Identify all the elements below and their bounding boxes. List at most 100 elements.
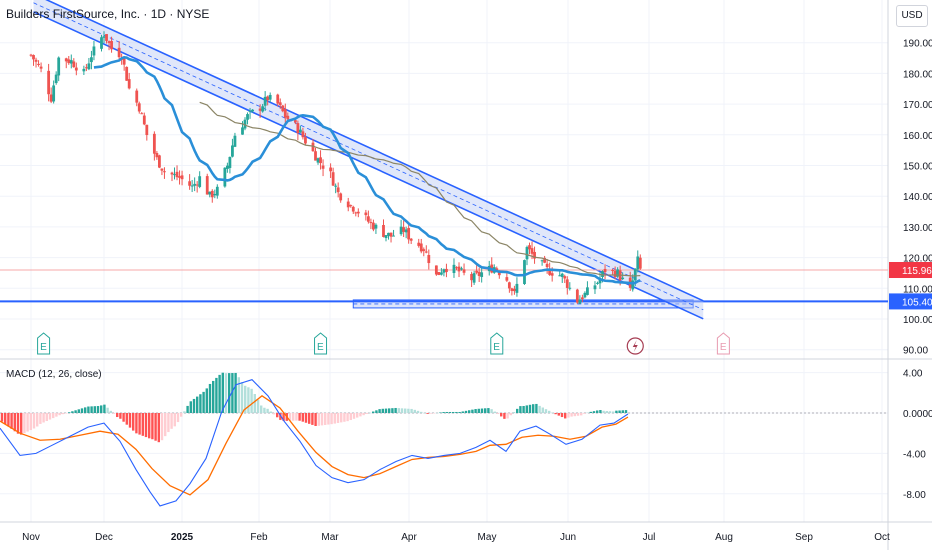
candle[interactable]	[268, 94, 272, 100]
candle[interactable]	[319, 157, 322, 164]
candle[interactable]	[382, 224, 385, 237]
candle[interactable]	[261, 106, 265, 112]
candle[interactable]	[346, 201, 350, 208]
candle[interactable]	[462, 269, 466, 273]
candle[interactable]	[49, 94, 53, 102]
candle[interactable]	[424, 251, 428, 253]
candle[interactable]	[586, 287, 589, 295]
candle[interactable]	[102, 36, 106, 38]
candle[interactable]	[613, 270, 617, 278]
candle[interactable]	[90, 57, 93, 63]
candle[interactable]	[510, 288, 514, 292]
candle[interactable]	[593, 285, 597, 290]
candle[interactable]	[334, 185, 338, 187]
dividend-marker[interactable]	[626, 337, 644, 355]
candle[interactable]	[188, 181, 192, 186]
candle[interactable]	[215, 186, 219, 196]
candle[interactable]	[369, 222, 373, 224]
candle[interactable]	[349, 205, 353, 207]
earnings-marker[interactable]: E	[490, 332, 504, 355]
candle[interactable]	[374, 224, 378, 229]
candle[interactable]	[213, 194, 217, 196]
candle[interactable]	[568, 287, 572, 289]
candle[interactable]	[351, 206, 355, 212]
candle[interactable]	[210, 190, 214, 198]
candle[interactable]	[125, 66, 129, 81]
candle[interactable]	[427, 254, 431, 264]
candle[interactable]	[251, 109, 254, 112]
candle[interactable]	[173, 174, 176, 176]
candle[interactable]	[69, 60, 73, 64]
candle[interactable]	[72, 61, 76, 68]
candle[interactable]	[301, 131, 305, 138]
candle[interactable]	[434, 265, 438, 275]
candle[interactable]	[329, 167, 333, 172]
candle[interactable]	[137, 103, 141, 112]
candle[interactable]	[208, 191, 212, 195]
candle[interactable]	[575, 289, 579, 303]
candle[interactable]	[497, 272, 501, 276]
candle[interactable]	[457, 266, 461, 272]
candle[interactable]	[296, 123, 300, 134]
trend-channel-upper[interactable]	[34, 0, 704, 302]
candle[interactable]	[513, 288, 516, 292]
candle[interactable]	[105, 34, 108, 41]
candle[interactable]	[32, 55, 35, 60]
candle[interactable]	[387, 232, 390, 236]
candle[interactable]	[439, 272, 443, 275]
candle[interactable]	[225, 165, 229, 169]
candle[interactable]	[314, 151, 317, 161]
candle[interactable]	[598, 277, 602, 284]
candle[interactable]	[339, 193, 343, 201]
candle[interactable]	[603, 268, 607, 273]
candle[interactable]	[286, 115, 290, 120]
candle[interactable]	[160, 168, 164, 171]
candle[interactable]	[470, 274, 474, 281]
candle[interactable]	[228, 156, 232, 168]
candle[interactable]	[178, 176, 181, 178]
candle[interactable]	[578, 299, 582, 304]
candle[interactable]	[193, 183, 197, 186]
candle[interactable]	[246, 114, 249, 120]
candle[interactable]	[170, 172, 174, 175]
candle[interactable]	[163, 171, 166, 173]
candle[interactable]	[142, 115, 146, 125]
candle[interactable]	[560, 273, 564, 277]
candle[interactable]	[392, 235, 395, 237]
candle[interactable]	[175, 171, 179, 178]
candle[interactable]	[198, 176, 202, 187]
candle[interactable]	[67, 59, 71, 64]
last-price-label[interactable]: 115.96	[889, 262, 932, 279]
candle[interactable]	[84, 67, 88, 69]
candle[interactable]	[372, 222, 375, 230]
candle[interactable]	[321, 165, 325, 169]
candle[interactable]	[505, 277, 509, 281]
candle[interactable]	[533, 251, 536, 259]
candle[interactable]	[460, 268, 463, 270]
candle[interactable]	[631, 280, 635, 290]
candle[interactable]	[422, 249, 426, 251]
candle[interactable]	[366, 216, 370, 222]
candle[interactable]	[336, 187, 340, 193]
candle[interactable]	[100, 37, 103, 49]
candle[interactable]	[195, 184, 199, 186]
candle[interactable]	[580, 297, 584, 300]
candle[interactable]	[611, 269, 615, 271]
earnings-marker[interactable]: E	[314, 332, 328, 355]
candle[interactable]	[596, 282, 599, 284]
candle[interactable]	[409, 238, 413, 241]
macd-indicator-label[interactable]: MACD (12, 26, close)	[6, 369, 102, 380]
candle[interactable]	[122, 57, 126, 65]
candle[interactable]	[298, 129, 302, 133]
candle[interactable]	[57, 57, 61, 76]
candle[interactable]	[545, 263, 549, 268]
candle[interactable]	[281, 105, 285, 112]
moving-average-fast[interactable]	[93, 55, 641, 285]
earnings-marker[interactable]: E	[37, 332, 51, 355]
currency-button[interactable]: USD	[896, 5, 928, 27]
candle[interactable]	[354, 212, 358, 214]
candle[interactable]	[638, 257, 642, 269]
candle[interactable]	[180, 175, 184, 180]
candle[interactable]	[356, 211, 360, 214]
